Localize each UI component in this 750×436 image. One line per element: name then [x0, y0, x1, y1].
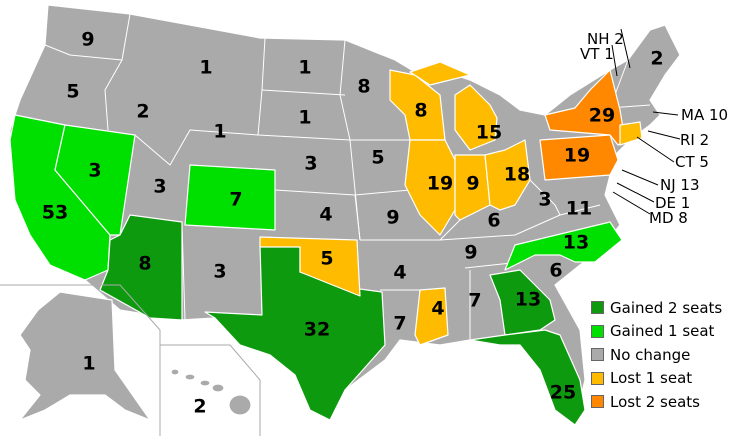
legend-swatch: [591, 395, 604, 409]
state-OH: [484, 139, 531, 211]
seat-label-IA: 5: [371, 147, 384, 169]
state-IN: [454, 154, 491, 221]
seat-label-NM: 3: [213, 261, 226, 283]
callout-VT: VT 1: [580, 45, 614, 63]
seat-label-MO: 9: [386, 207, 399, 229]
seat-label-IN: 9: [466, 173, 479, 195]
state-MS: [414, 287, 449, 346]
legend-swatch: [591, 371, 604, 385]
callout-NJ: NJ 13: [660, 176, 700, 194]
seat-label-NC: 13: [563, 232, 589, 254]
seat-label-CO: 7: [229, 189, 242, 211]
legend-item-gained2: Gained 2 seats: [591, 296, 722, 320]
legend-swatch: [591, 324, 604, 338]
seat-label-HI: 2: [193, 396, 206, 418]
ma-leader-line: [652, 111, 679, 116]
seat-label-MS: 4: [431, 298, 444, 320]
seat-label-UT: 3: [153, 176, 166, 198]
nj-leader-line: [621, 169, 659, 186]
seat-label-FL: 25: [550, 382, 576, 404]
state-HI: [170, 368, 252, 416]
seat-label-WI: 8: [414, 100, 427, 122]
callout-CT: CT 5: [675, 153, 709, 171]
seat-label-SC: 6: [549, 260, 562, 282]
seat-label-PA: 19: [564, 145, 590, 167]
callout-MD: MD 8: [649, 209, 688, 227]
seat-label-VA: 11: [566, 198, 592, 220]
seat-label-NV: 3: [88, 160, 101, 182]
state-FL: [469, 329, 586, 426]
legend-swatch: [591, 348, 604, 362]
callout-NH: NH 2: [587, 30, 624, 48]
seat-label-WV: 3: [538, 189, 551, 211]
legend-label: Gained 2 seats: [610, 298, 723, 317]
legend: Gained 2 seats Gained 1 seat No change L…: [591, 296, 722, 414]
seat-label-AK: 1: [82, 353, 95, 375]
seat-label-MN: 8: [357, 76, 370, 98]
seat-label-TX: 32: [304, 319, 330, 341]
state-PA: [539, 134, 619, 181]
state-OK: [259, 236, 361, 297]
md-leader-line: [612, 191, 651, 215]
seat-label-TN: 9: [464, 242, 477, 264]
legend-item-nochange: No change: [591, 343, 722, 367]
seat-label-CA: 53: [42, 202, 68, 224]
seat-label-WY: 1: [213, 121, 226, 143]
seat-label-NE: 3: [304, 153, 317, 175]
seat-label-ND: 1: [298, 57, 311, 79]
vt-leader-line: [611, 44, 618, 77]
seat-label-WA: 9: [81, 29, 94, 51]
state-AK: [19, 291, 151, 421]
ct-leader-line: [636, 136, 675, 163]
legend-label: Lost 1 seat: [610, 369, 693, 388]
legend-item-lost1: Lost 1 seat: [591, 367, 722, 391]
state-MI: [454, 84, 498, 151]
state-NV: [54, 124, 136, 236]
legend-item-lost2: Lost 2 seats: [591, 390, 722, 414]
state-CT: [619, 121, 643, 146]
state-CO: [184, 164, 276, 231]
seat-label-IL: 19: [427, 173, 453, 195]
seat-label-SD: 1: [298, 107, 311, 129]
state-GA: [489, 269, 556, 336]
seat-label-GA: 13: [515, 289, 541, 311]
ri-leader-line: [647, 130, 681, 140]
legend-label: Gained 1 seat: [610, 322, 715, 341]
callout-RI: RI 2: [680, 131, 709, 149]
de-leader-line: [616, 182, 655, 203]
seat-label-ID: 2: [136, 101, 149, 123]
seat-label-KY: 6: [487, 210, 500, 232]
seat-label-OK: 5: [320, 248, 333, 270]
seat-label-KS: 4: [319, 204, 332, 226]
seat-label-MT: 1: [199, 57, 212, 79]
legend-item-gained1: Gained 1 seat: [591, 320, 722, 344]
hawaii-inset-border: [160, 344, 261, 436]
state-MI-upper: [409, 61, 471, 86]
state-NC: [504, 221, 623, 271]
seat-label-AZ: 8: [138, 253, 151, 275]
seat-label-NY: 29: [589, 105, 615, 127]
callout-MA: MA 10: [681, 106, 728, 124]
seat-label-OR: 5: [66, 81, 79, 103]
seat-label-MI: 15: [476, 122, 502, 144]
alaska-inset-border: [0, 284, 161, 436]
nh-leader-line: [620, 28, 631, 69]
legend-label: No change: [610, 345, 691, 364]
callout-DE: DE 1: [655, 194, 690, 212]
seat-label-AR: 4: [393, 262, 406, 284]
seat-label-OH: 18: [504, 164, 530, 186]
legend-label: Lost 2 seats: [610, 392, 700, 411]
seat-label-AL: 7: [468, 290, 481, 312]
legend-swatch: [591, 301, 604, 315]
state-IL: [404, 139, 456, 236]
seat-label-LA: 7: [393, 313, 406, 335]
seat-label-ME: 2: [650, 48, 663, 70]
